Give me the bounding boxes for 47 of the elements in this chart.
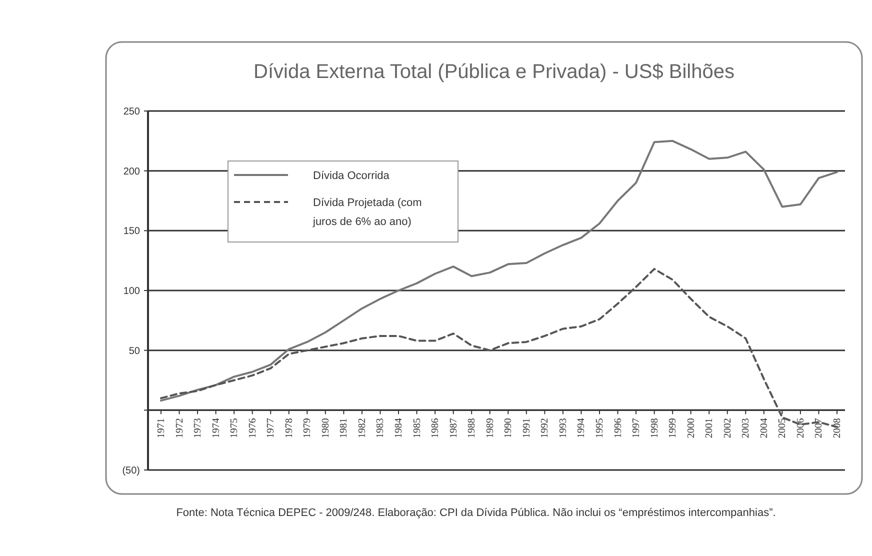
x-tick-label: 1983 xyxy=(375,418,386,438)
x-tick-label: 1986 xyxy=(430,418,442,438)
x-tick-label: 1991 xyxy=(521,418,532,438)
x-tick-label: 1979 xyxy=(302,418,314,438)
chart-title: Dívida Externa Total (Pública e Privada) - US$ Bilhões xyxy=(254,61,734,83)
x-tick-label: 2004 xyxy=(758,418,770,438)
x-tick-label: 2003 xyxy=(740,418,752,438)
x-tick-label: 2001 xyxy=(704,418,716,438)
x-tick-label: 1999 xyxy=(668,418,679,438)
y-tick-label: 200 xyxy=(123,166,140,178)
x-tick-label: 1978 xyxy=(284,418,295,438)
x-tick-label: 1998 xyxy=(649,418,660,438)
x-tick-label: 1988 xyxy=(466,418,478,438)
x-tick-label: 1982 xyxy=(356,418,368,438)
x-tick-label: 1987 xyxy=(448,418,460,438)
y-tick-label: 50 xyxy=(128,346,140,357)
x-tick-label: 2002 xyxy=(722,418,734,438)
x-tick-label: 1976 xyxy=(247,418,258,438)
legend-label: Dívida Projetada (com juros de 6% ao ano) xyxy=(312,196,422,228)
y-tick-label: 250 xyxy=(123,106,140,118)
x-tick-label: 1994 xyxy=(576,418,588,438)
x-tick-label: 1973 xyxy=(192,418,204,438)
x-tick-label: 2005 xyxy=(777,418,788,438)
x-tick-label: 2000 xyxy=(686,418,697,438)
y-tick-label: 150 xyxy=(123,226,140,238)
x-tick-label: 1981 xyxy=(338,418,350,438)
x-tick-label: 2007 xyxy=(814,418,825,438)
x-tick-label: 1996 xyxy=(612,418,624,438)
x-tick-label: 1997 xyxy=(631,418,642,438)
x-tick-label: 1992 xyxy=(540,418,551,438)
y-tick-label: (50) xyxy=(122,466,140,476)
x-tick-label: 1990 xyxy=(503,418,514,438)
x-tick-label: 1985 xyxy=(412,418,423,438)
x-tick-label: 1974 xyxy=(210,418,222,438)
y-tick-label: 100 xyxy=(123,286,140,297)
x-tick-label: 1980 xyxy=(320,418,332,438)
x-tick-label: 1972 xyxy=(174,418,186,438)
x-tick-label: 1975 xyxy=(229,418,240,438)
legend-label: Dívida Ocorrida xyxy=(313,170,390,182)
x-tick-label: 1984 xyxy=(394,418,405,438)
line-series xyxy=(160,140,838,402)
x-tick-label: 1995 xyxy=(594,418,606,438)
x-tick-label: 1977 xyxy=(266,418,277,438)
x-tick-label: 1989 xyxy=(484,418,496,438)
x-tick-label: 1993 xyxy=(558,418,569,438)
source-note: Fonte: Nota Técnica DEPEC - 2009/248. Elaboração: CPI da Dívida Pública. Não inclui os “empréstimos intercompanhias”. xyxy=(176,507,776,519)
x-tick-label: 1971 xyxy=(156,418,167,438)
